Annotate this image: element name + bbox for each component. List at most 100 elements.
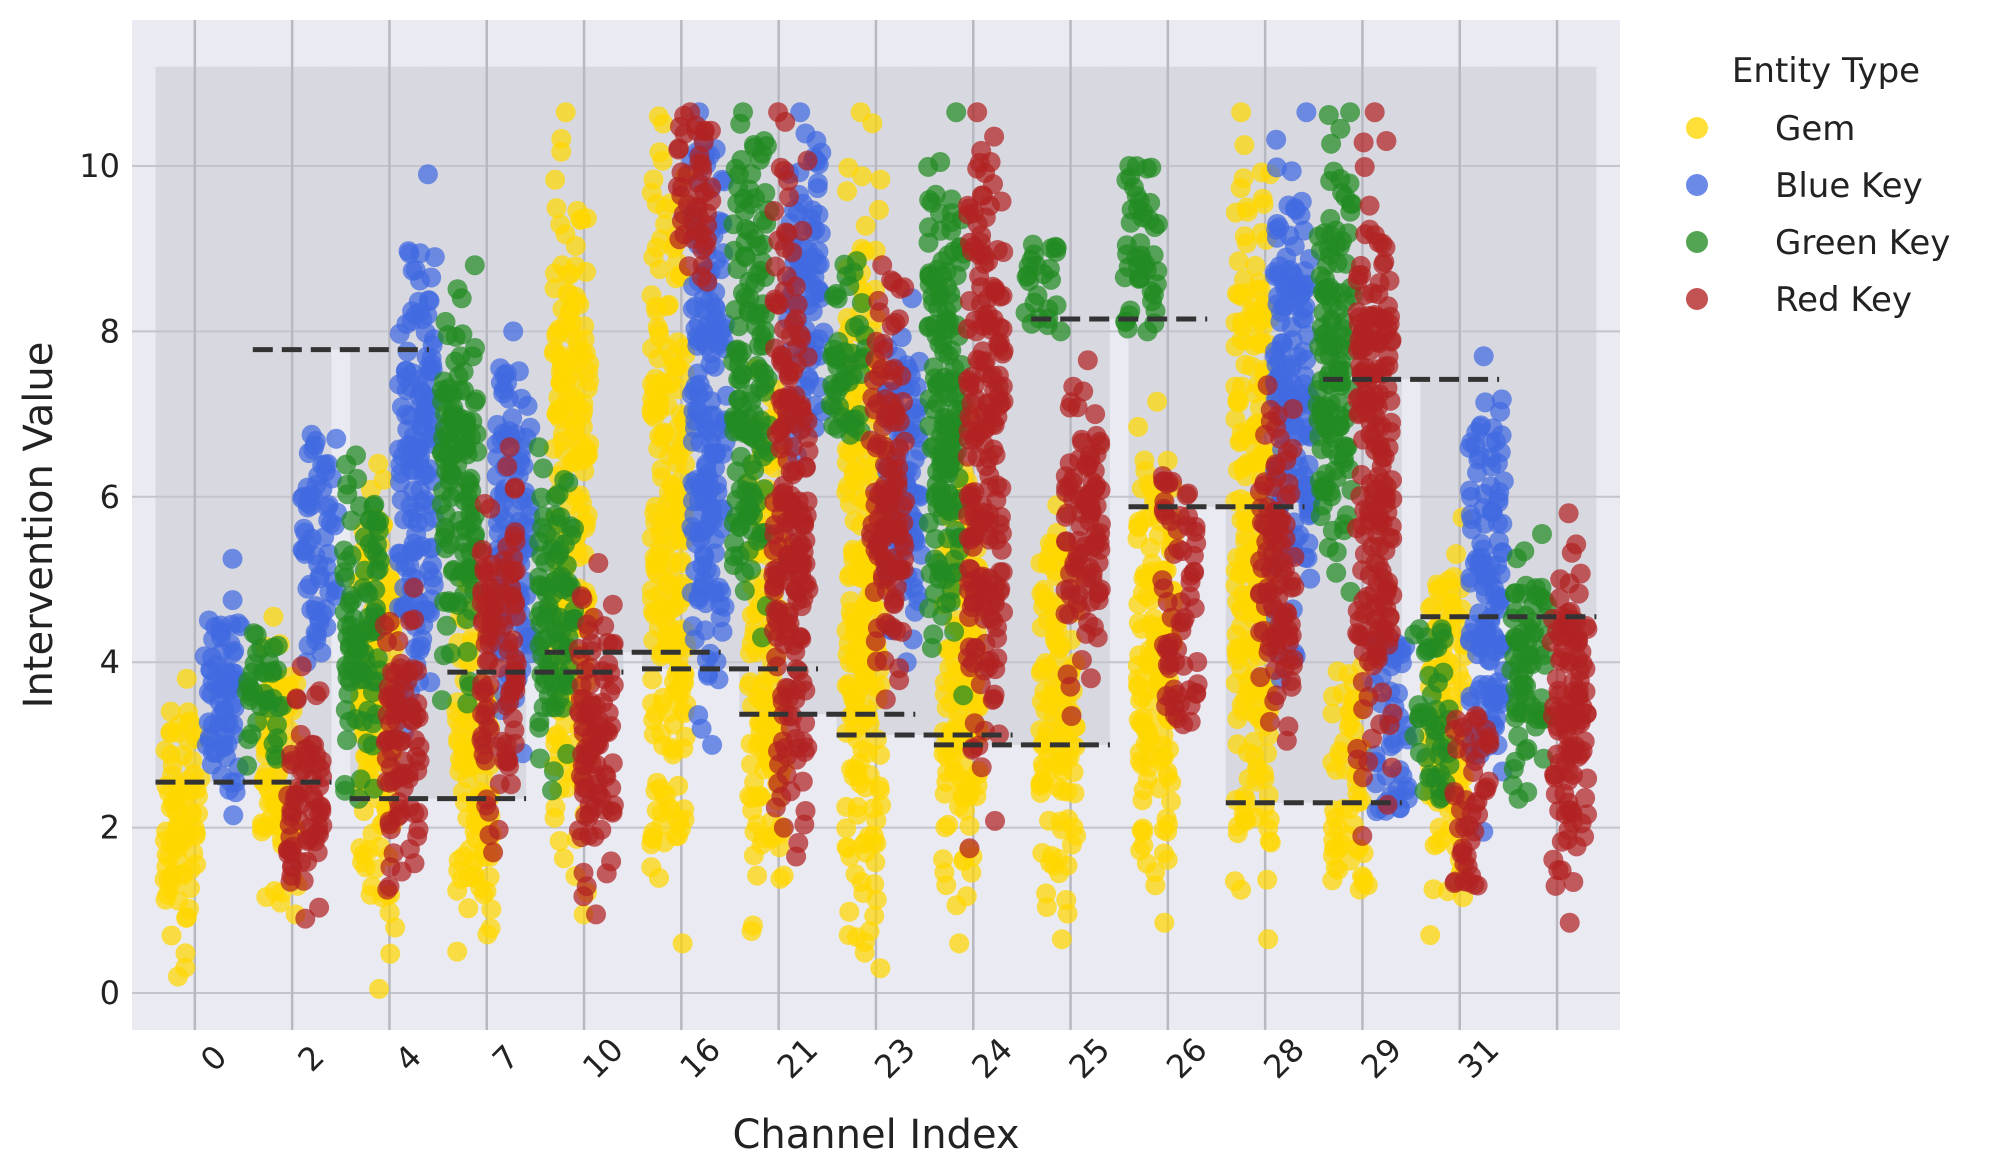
data-point [852,560,873,581]
data-point [1245,452,1266,473]
data-point [297,753,318,774]
data-point [752,143,773,164]
data-point [736,481,757,502]
data-point [723,513,744,534]
data-points [154,102,1598,999]
data-point [940,448,961,469]
data-point [282,857,303,878]
data-point [852,166,873,187]
data-point [499,437,520,458]
data-point [1154,912,1175,933]
data-point [379,876,400,897]
data-point [448,850,469,871]
data-point [838,633,859,654]
data-point [402,260,423,281]
data-point [448,728,469,749]
data-point [1120,212,1141,233]
data-point [1270,339,1291,360]
data-point [1266,227,1287,248]
data-point [490,358,511,379]
data-point [1153,843,1174,864]
data-point [1134,450,1155,471]
data-point [407,660,427,681]
data-point [1138,691,1159,712]
data-point [773,865,794,886]
data-point [658,573,679,594]
data-point [837,181,857,202]
data-point [949,933,970,954]
data-point [794,814,815,835]
data-point [787,294,808,315]
data-point [176,826,197,847]
data-point [685,376,706,396]
data-point [665,268,686,289]
data-point [304,735,325,756]
data-point [1473,498,1494,519]
data-point [649,259,670,280]
data-point [1325,236,1346,257]
data-point [175,957,196,978]
data-point [845,864,866,885]
data-point [1116,170,1137,191]
data-point [648,600,669,621]
data-point [1236,233,1257,254]
data-point [1258,929,1279,950]
data-point [1053,725,1074,746]
data-point [776,764,797,785]
data-point [1035,653,1056,673]
data-point [836,837,857,857]
data-point [362,876,382,897]
data-point [1021,249,1042,270]
data-point [368,453,389,474]
data-point [1052,761,1073,782]
data-point [1132,818,1153,839]
data-point [1293,299,1314,320]
data-point [919,598,940,619]
data-point [985,810,1005,831]
data-point [870,958,891,979]
data-point [1257,869,1278,890]
data-point [782,392,803,413]
data-point [878,515,899,536]
data-point [933,743,954,764]
data-point [953,685,974,706]
data-point [367,534,387,555]
data-point [683,521,704,542]
data-point [383,843,404,864]
data-point [1415,642,1436,663]
data-point [391,490,412,510]
data-point [1321,133,1342,154]
data-point [671,682,691,703]
data-point [924,435,945,456]
data-point [1314,284,1335,305]
data-point [875,689,896,710]
data-point [554,441,574,461]
data-point [577,614,598,635]
data-point [875,612,896,633]
data-point [1420,925,1441,946]
data-point [553,666,574,687]
data-point [505,560,526,581]
data-point [886,577,907,597]
data-point [785,641,806,662]
data-point [691,223,712,244]
data-point [868,366,889,387]
data-point [1039,810,1059,831]
data-point [415,322,436,343]
data-point [568,332,589,353]
data-point [992,562,1013,583]
data-point [642,827,662,848]
data-point [861,529,882,550]
data-point [588,553,609,573]
data-point [1532,524,1552,544]
data-point [773,817,794,838]
data-point [675,454,696,475]
data-point [1431,622,1452,643]
data-point [967,102,988,123]
data-point [237,755,257,776]
data-point [1404,624,1425,645]
data-point [256,887,277,907]
data-point [859,713,880,734]
data-point [651,802,672,823]
data-point [1231,102,1252,123]
